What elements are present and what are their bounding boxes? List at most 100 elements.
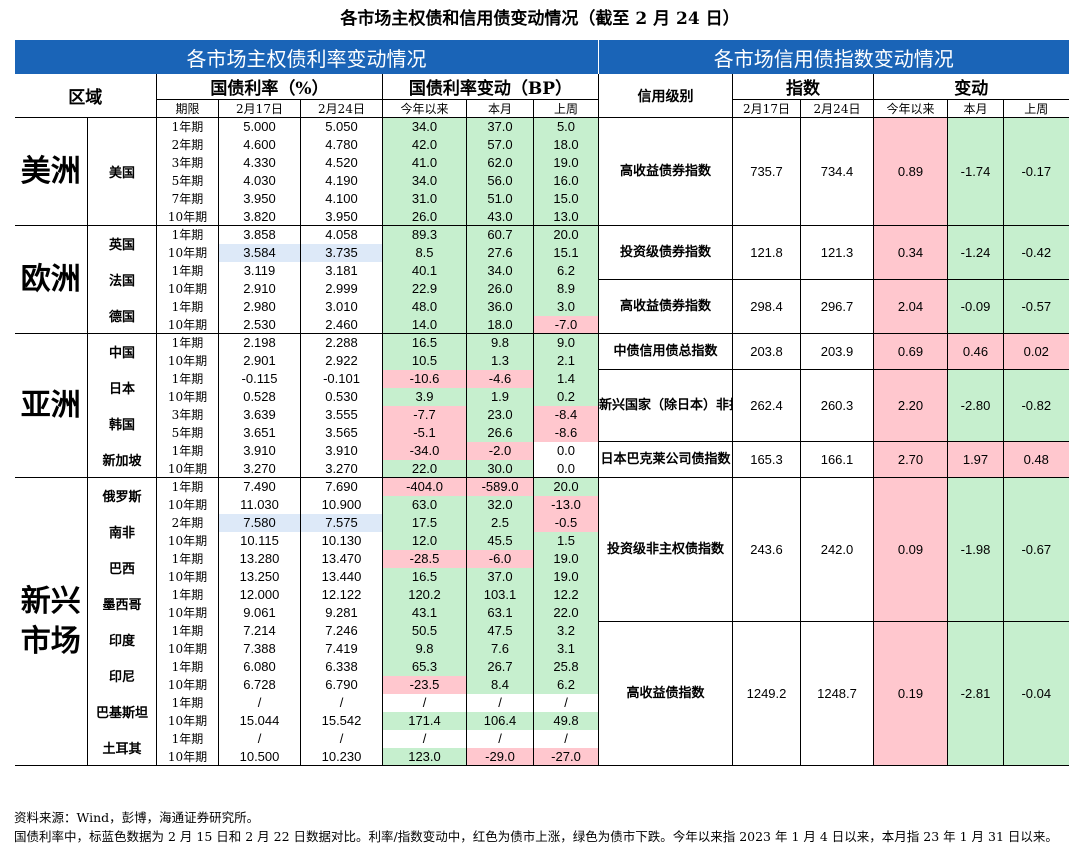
country-label: 美国 [87, 117, 157, 226]
cell-d2: 7.690 [300, 477, 383, 496]
cell-wtd: 49.8 [533, 711, 599, 730]
credit-cell-mtd: 1.97 [947, 441, 1004, 478]
table-row: 巴西 1年期 13.280 13.470 -28.5 -6.0 19.0 [15, 549, 1069, 586]
cell-wtd: 15.1 [533, 243, 599, 262]
credit-col-ytd: 今年以来 [873, 99, 948, 118]
cell-d1: 3.651 [218, 423, 301, 442]
credit-cell-mtd: -1.98 [947, 477, 1004, 622]
table-row: 南非 2年期 7.580 7.575 17.5 2.5 -0.5 [15, 513, 1069, 550]
cell-d1: 5.000 [218, 117, 301, 136]
region-label: 亚洲 [14, 333, 88, 478]
cell-d1: 2.530 [218, 315, 301, 334]
country-label: 法国 [87, 261, 157, 298]
cell-wtd: -27.0 [533, 747, 599, 766]
cell-wtd: 2.1 [533, 351, 599, 370]
credit-col-d1: 2月17日 [732, 99, 801, 118]
cell-ytd: 3.9 [382, 387, 467, 406]
credit-index-name: 新兴国家（除日本）非投资级指数 [598, 369, 733, 442]
cell-mtd: 18.0 [466, 315, 534, 334]
cell-mtd: -2.0 [466, 441, 534, 460]
cell-term: 2年期 [156, 513, 219, 532]
cell-mtd: 57.0 [466, 135, 534, 154]
cell-term: 10年期 [156, 351, 219, 370]
bond-table: 各市场主权债利率变动情况 各市场信用债指数变动情况 区域 国债利率（%） 国债利… [14, 40, 1069, 766]
cell-term: 10年期 [156, 387, 219, 406]
cell-d1: 9.061 [218, 603, 301, 622]
cell-d1: 3.820 [218, 207, 301, 226]
cell-ytd: -28.5 [382, 549, 467, 568]
cell-d1: 3.270 [218, 459, 301, 478]
table-row: 10年期 9.061 9.281 43.1 63.1 22.0 [15, 603, 1069, 622]
cell-d1: 3.584 [218, 243, 301, 262]
cell-wtd: 9.0 [533, 333, 599, 352]
country-label: 英国 [87, 225, 157, 262]
cell-mtd: 47.5 [466, 621, 534, 640]
credit-cell-mtd: -1.24 [947, 225, 1004, 280]
table-row: 7年期 3.950 4.100 31.0 51.0 15.0 [15, 189, 1069, 208]
cell-mtd: 1.9 [466, 387, 534, 406]
credit-cell-d1: 243.6 [732, 477, 801, 622]
credit-cell-wtd: 0.02 [1002, 333, 1069, 370]
credit-cell-d2: 260.3 [800, 369, 874, 442]
cell-term: 1年期 [156, 333, 219, 352]
table-row: 10年期 10.115 10.130 12.0 45.5 1.5 [15, 531, 1069, 550]
table-row: 5年期 3.651 3.565 -5.1 26.6 -8.6 [15, 423, 1069, 442]
cell-d2: 3.181 [300, 261, 383, 280]
cell-term: 1年期 [156, 657, 219, 676]
cell-d2: 6.338 [300, 657, 383, 676]
credit-cell-d1: 262.4 [732, 369, 801, 442]
cell-wtd: 20.0 [533, 477, 599, 496]
cell-d1: 3.119 [218, 261, 301, 280]
table-row: 亚洲 中国 1年期 2.198 2.288 16.5 9.8 9.0 中债信用债总指数 203.8… [14, 333, 1069, 478]
cell-d1: 2.198 [218, 333, 301, 352]
col-wtd: 上周 [533, 99, 599, 118]
table-row: 10年期 13.250 13.440 16.5 37.0 19.0 [15, 567, 1069, 586]
credit-cell-ytd: 0.09 [873, 477, 948, 622]
cell-ytd: 63.0 [382, 495, 467, 514]
cell-ytd: 48.0 [382, 297, 467, 316]
cell-term: 3年期 [156, 153, 219, 172]
col-d1: 2月17日 [218, 99, 301, 118]
cell-mtd: 26.7 [466, 657, 534, 676]
credit-cell-d2: 296.7 [800, 279, 874, 334]
cell-d2: 12.122 [300, 585, 383, 604]
cell-ytd: 31.0 [382, 189, 467, 208]
cell-d2: 7.246 [300, 621, 383, 640]
cell-mtd: 43.0 [466, 207, 534, 226]
cell-d1: 13.250 [218, 567, 301, 586]
cell-term: 1年期 [156, 261, 219, 280]
credit-col-d2: 2月24日 [800, 99, 874, 118]
credit-cell-d1: 121.8 [732, 225, 801, 280]
table-row: 10年期 2.910 2.999 22.9 26.0 8.9 高收益债券指数 298.4 296… [15, 279, 1069, 334]
cell-d1: 6.080 [218, 657, 301, 676]
cell-term: 10年期 [156, 207, 219, 226]
country-label: 日本 [87, 369, 157, 406]
cell-ytd: 43.1 [382, 603, 467, 622]
credit-index-name: 高收益债指数 [598, 621, 733, 766]
cell-ytd: -7.7 [382, 405, 467, 424]
cell-wtd: 1.5 [533, 531, 599, 550]
cell-d2: 10.130 [300, 531, 383, 550]
cell-term: 5年期 [156, 171, 219, 190]
credit-cell-d1: 1249.2 [732, 621, 801, 766]
cell-ytd: / [382, 729, 467, 748]
cell-d2: 2.999 [300, 279, 383, 298]
country-label: 德国 [87, 297, 157, 334]
cell-d1: / [218, 693, 301, 712]
cell-d2: 3.010 [300, 297, 383, 316]
cell-d2: 2.288 [300, 333, 383, 352]
cell-wtd: / [533, 729, 599, 748]
table-row: 巴基斯坦 1年期 / / / / / [15, 693, 1069, 730]
country-label: 巴西 [87, 549, 157, 586]
cell-wtd: 19.0 [533, 153, 599, 172]
cell-term: 10年期 [156, 243, 219, 262]
cell-d1: 13.280 [218, 549, 301, 568]
credit-cell-wtd: -0.57 [1002, 279, 1069, 334]
cell-d1: 4.030 [218, 171, 301, 190]
cell-ytd: 16.5 [382, 567, 467, 586]
table-row: 法国 1年期 3.119 3.181 40.1 34.0 6.2 [15, 261, 1069, 298]
country-label: 墨西哥 [87, 585, 157, 622]
cell-ytd: -34.0 [382, 441, 467, 460]
cell-ytd: 9.8 [382, 639, 467, 658]
cell-mtd: 26.0 [466, 279, 534, 298]
